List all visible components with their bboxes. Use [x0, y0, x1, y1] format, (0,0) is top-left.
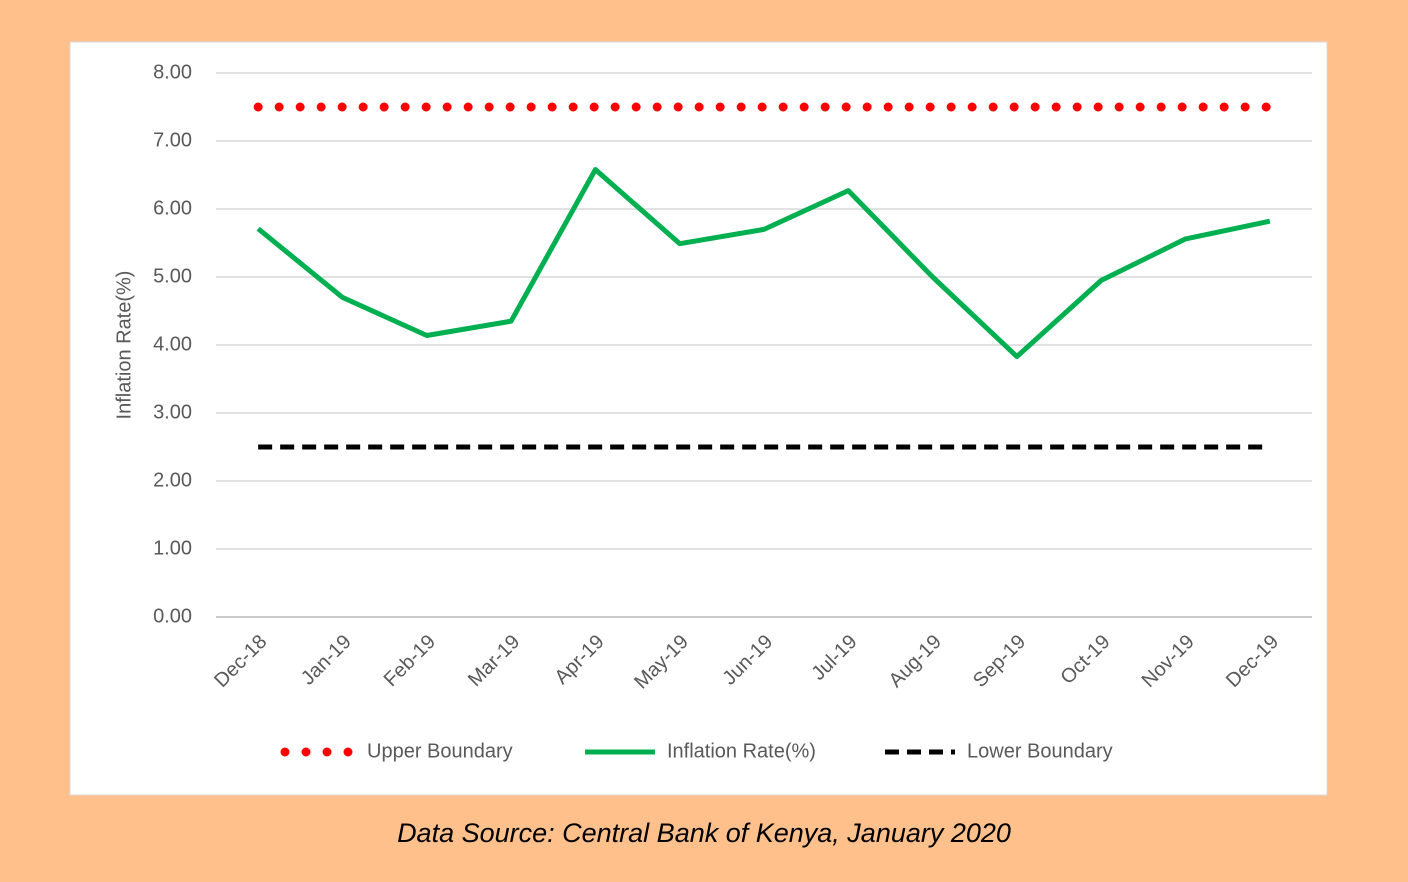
chart-panel	[69, 41, 1328, 796]
series-line	[256, 167, 1271, 360]
legend-label: Upper Boundary	[367, 740, 513, 762]
y-tick-label: 0.00	[153, 605, 192, 627]
y-tick-label: 1.00	[153, 537, 192, 559]
y-tick-label: 2.00	[153, 469, 192, 491]
y-tick-label: 3.00	[153, 401, 192, 423]
source-caption: Data Source: Central Bank of Kenya, Janu…	[397, 818, 1011, 848]
y-tick-label: 5.00	[153, 265, 192, 287]
y-tick-label: 6.00	[153, 197, 192, 219]
legend-label: Lower Boundary	[967, 740, 1113, 762]
legend-label: Inflation Rate(%)	[667, 740, 816, 762]
y-axis-label: Inflation Rate(%)	[113, 271, 135, 420]
y-tick-label: 7.00	[153, 129, 192, 151]
y-tick-label: 8.00	[153, 61, 192, 83]
y-tick-label: 4.00	[153, 333, 192, 355]
